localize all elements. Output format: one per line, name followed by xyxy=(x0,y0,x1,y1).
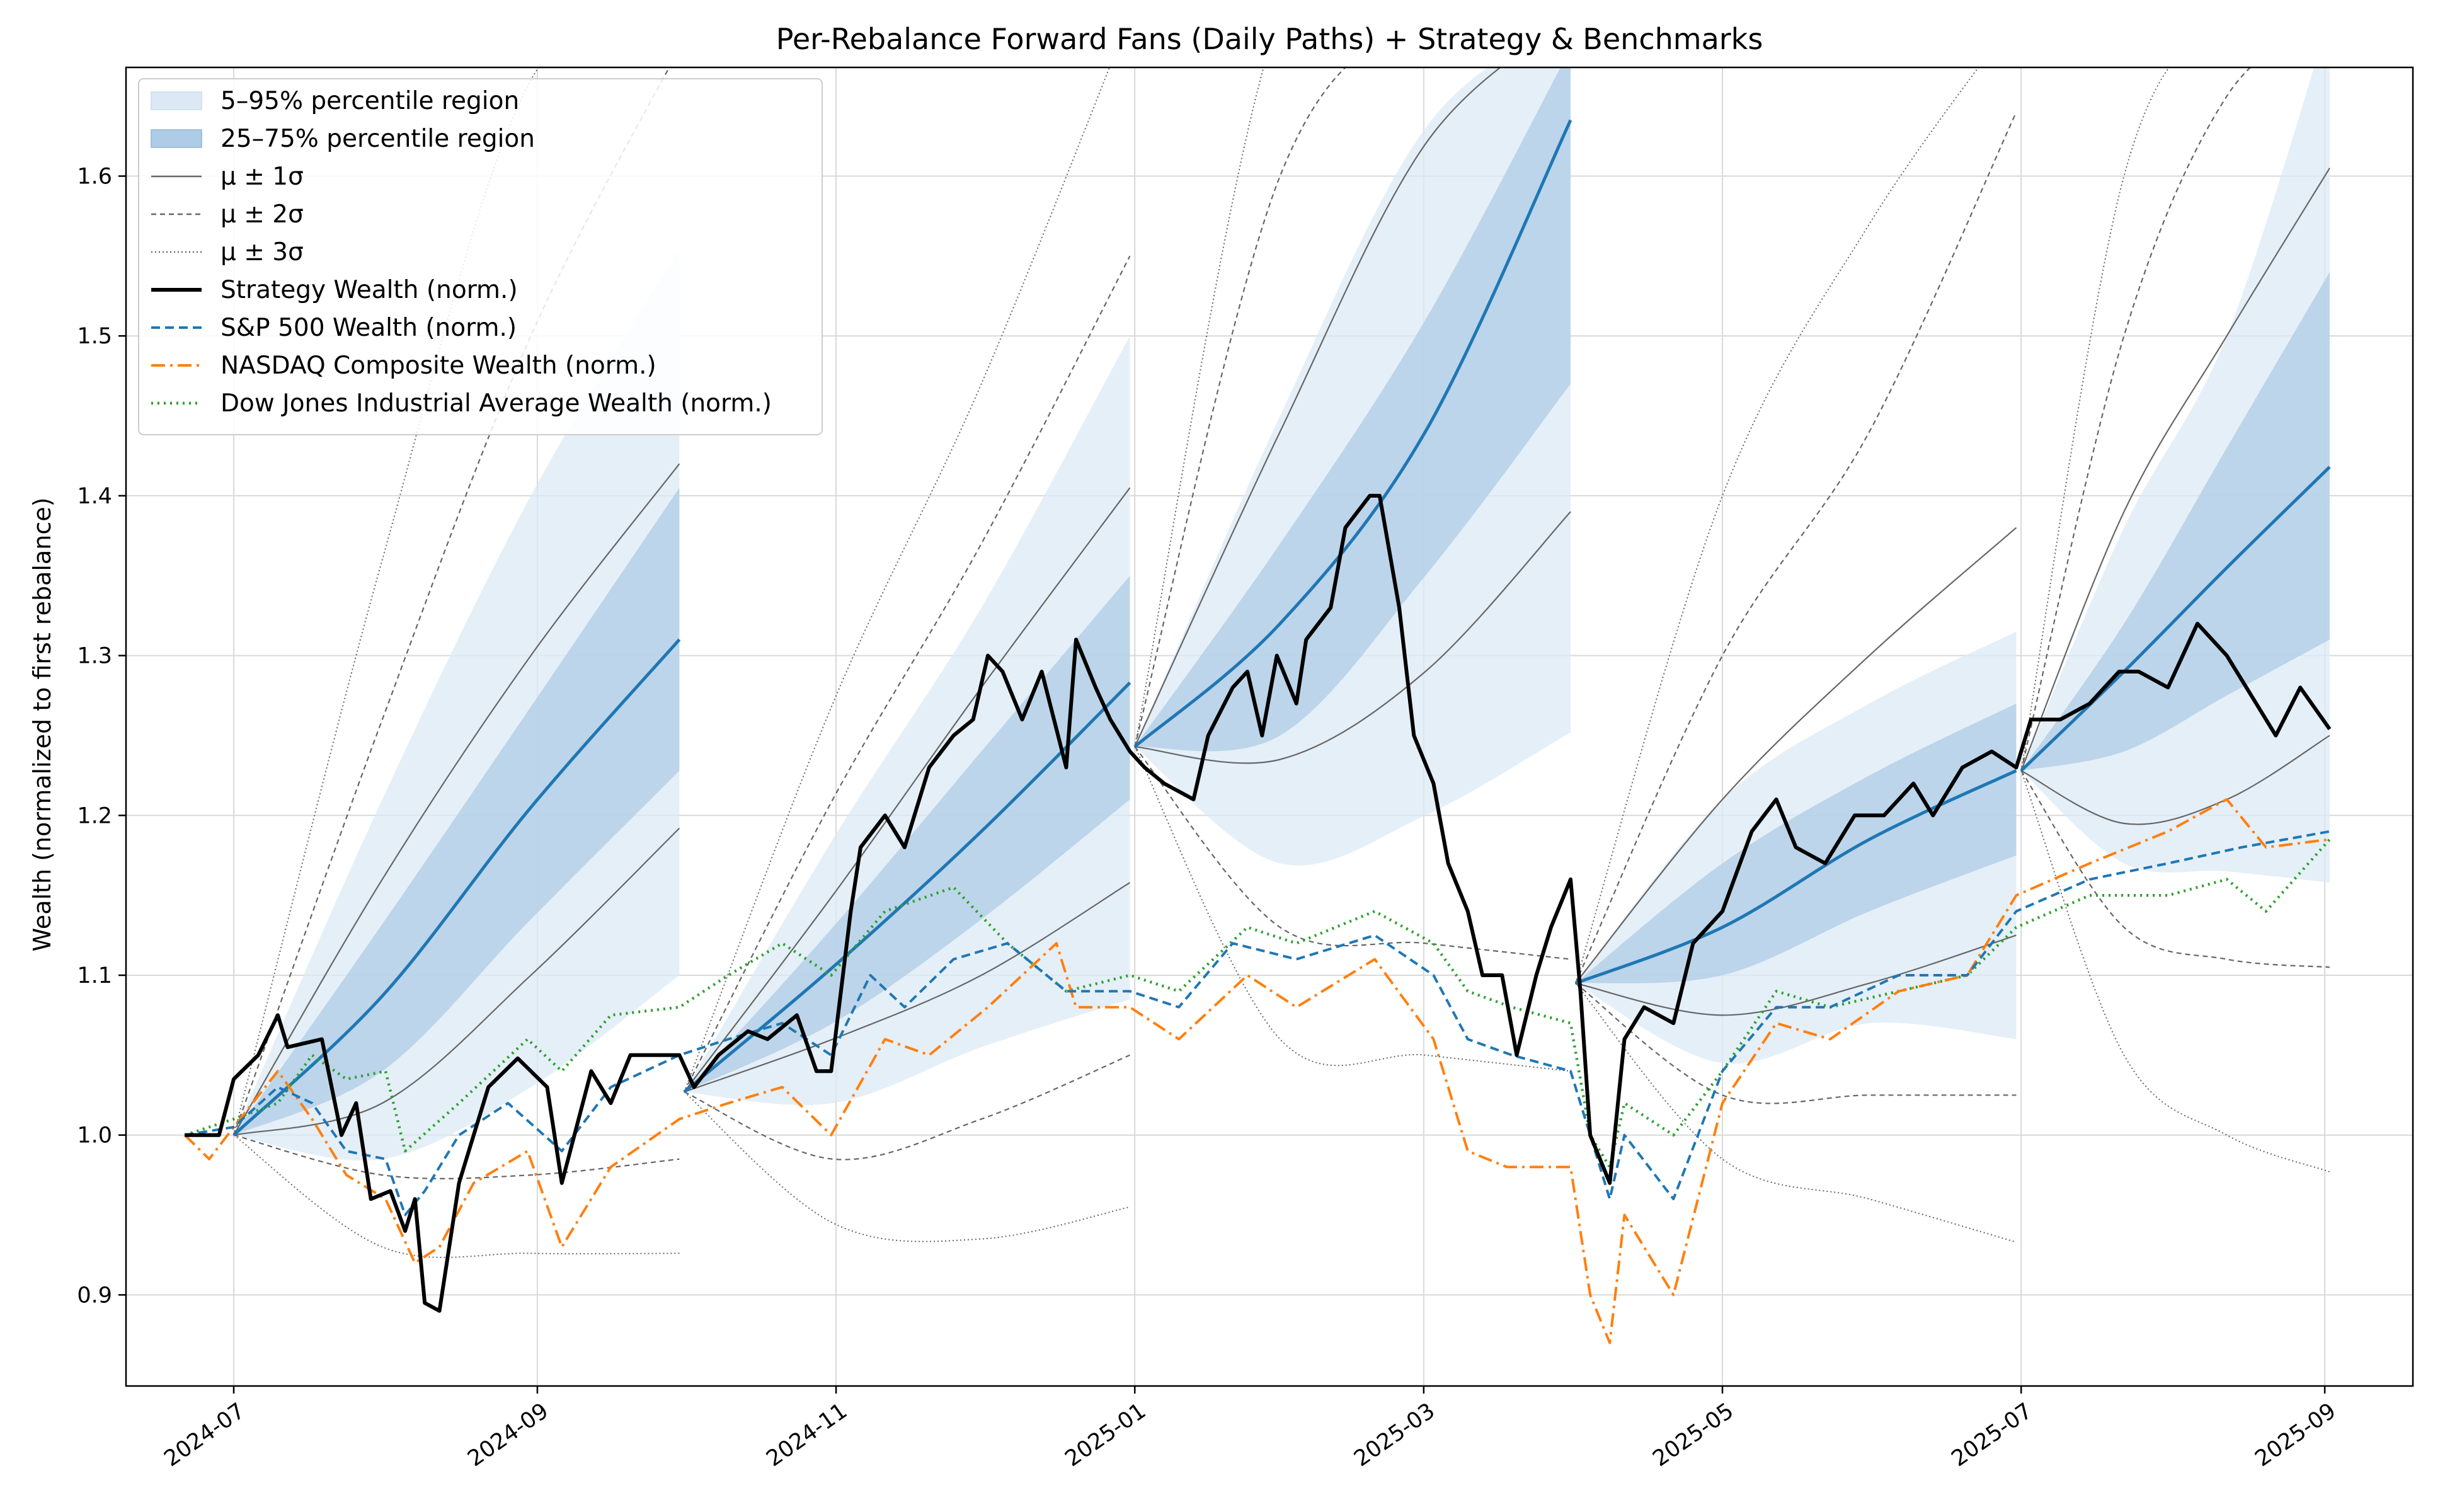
fan-mean-line xyxy=(1574,769,2017,985)
fan-sigma1-line xyxy=(233,827,680,1136)
legend-label: 25–75% percentile region xyxy=(220,125,535,153)
series-line-sp500 xyxy=(184,830,2330,1217)
legend-label: 5–95% percentile region xyxy=(220,87,519,115)
fan-sigma2-line xyxy=(684,255,1131,1092)
legend-label: Dow Jones Industrial Average Wealth (nor… xyxy=(220,389,772,418)
fan-sigma1-line xyxy=(684,881,1131,1093)
y-tick-label: 1.5 xyxy=(77,324,112,349)
fan-sigma1-line xyxy=(1134,67,1502,747)
fan-sigma2-line xyxy=(2020,67,2252,771)
fan-sigma1-line xyxy=(684,487,1131,1092)
chart-title: Per-Rebalance Forward Fans (Daily Paths)… xyxy=(776,22,1763,56)
fan-25-75-band xyxy=(684,575,1130,1092)
series-line-nasdaq xyxy=(183,798,2330,1344)
fan-sigma3-line xyxy=(1574,67,1979,983)
fan-sigma1-line xyxy=(1575,934,2017,1016)
fan-sigma2-line xyxy=(684,1054,1130,1160)
fan-mean-line xyxy=(1133,119,1572,748)
legend-label: NASDAQ Composite Wealth (norm.) xyxy=(220,352,656,380)
legend-label: μ ± 2σ xyxy=(220,200,304,229)
y-tick-label: 0.9 xyxy=(77,1283,112,1308)
series-lines xyxy=(183,493,2332,1344)
legend-swatch-fan_inner xyxy=(151,129,202,148)
fan-sigma3-line xyxy=(2020,770,2330,1172)
fan-mean-line xyxy=(232,638,681,1137)
fan-sigma3-line xyxy=(684,1091,1130,1242)
legend-box xyxy=(138,78,823,435)
fan-5-95-band xyxy=(234,248,680,1161)
fan-5-95-band xyxy=(684,336,1130,1106)
fan-25-75-band xyxy=(2021,272,2330,771)
y-axis: 0.9 1.0 1.1 1.2 1.3 1.4 1.5 1.6 xyxy=(77,164,126,1308)
fan-sigma2-line xyxy=(1134,746,1571,960)
fan-sigma1-line xyxy=(1574,527,2017,984)
y-tick-label: 1.2 xyxy=(77,803,112,828)
fan-mean-line xyxy=(2020,466,2331,772)
y-axis-title: Wealth (normalized to first rebalance) xyxy=(28,498,56,952)
fan-sigma3-line xyxy=(233,1134,680,1258)
y-tick-label: 1.6 xyxy=(77,164,112,190)
fan-25-75-band xyxy=(1135,67,1571,752)
fan-sigma3-line xyxy=(684,67,1111,1092)
fan-sigma1-line xyxy=(1135,511,1571,764)
legend-label: μ ± 3σ xyxy=(220,238,304,266)
fan-sigma2-line xyxy=(1134,67,1347,747)
legend-label: Strategy Wealth (norm.) xyxy=(220,276,518,304)
fan-sigma3-line xyxy=(1575,983,2017,1243)
legend-swatch-fan_outer xyxy=(151,91,202,110)
series-line-strategy xyxy=(185,493,2332,1313)
fan-sigma2-line xyxy=(1575,982,2017,1104)
plot-frame xyxy=(125,66,2414,1387)
fan-sigma2-line xyxy=(232,67,670,1136)
y-tick-label: 1.1 xyxy=(77,963,112,988)
legend-label: μ ± 1σ xyxy=(220,163,304,191)
legend: 5–95% percentile region 25–75% percentile… xyxy=(138,78,823,435)
fan-sigma1-line xyxy=(2020,735,2330,825)
fan-sigma2-line xyxy=(1574,112,2017,984)
y-tick-label: 1.3 xyxy=(77,644,112,669)
y-tick-label: 1.4 xyxy=(77,484,112,509)
fan-25-75-band xyxy=(234,488,680,1135)
y-tick-label: 1.0 xyxy=(77,1123,112,1148)
legend-label: S&P 500 Wealth (norm.) xyxy=(220,314,517,342)
fan-sigma1-line xyxy=(2020,168,2330,771)
fan-sigma2-line xyxy=(2020,770,2330,968)
fan-sigma1-line xyxy=(233,463,680,1136)
